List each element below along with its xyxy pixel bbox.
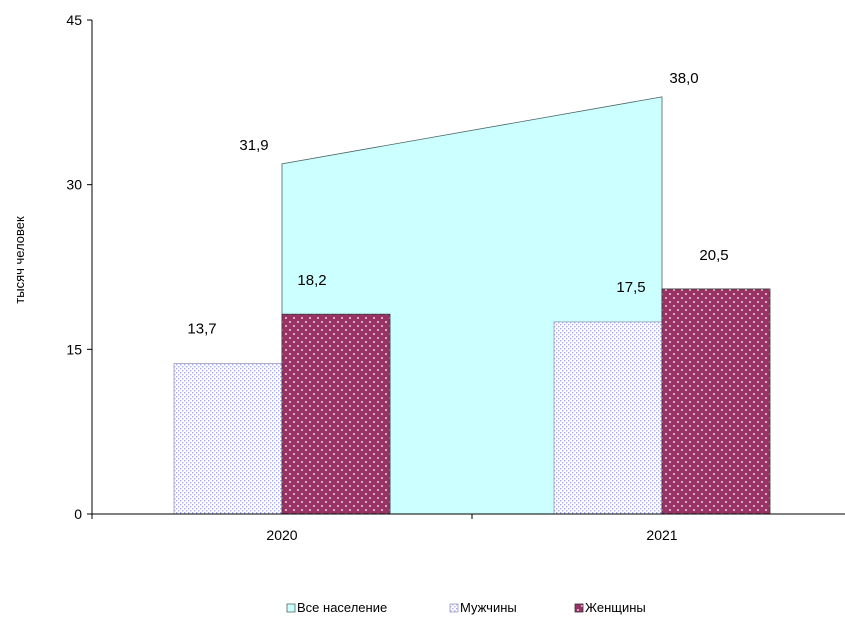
y-tick-label: 15 <box>66 341 82 357</box>
data-label-women: 18,2 <box>297 272 326 289</box>
y-tick-label: 30 <box>66 177 82 193</box>
legend-swatch <box>449 603 459 613</box>
bar-women-2020 <box>281 313 391 515</box>
legend-label: Женщины <box>585 600 646 615</box>
x-tick-label: 2021 <box>646 527 677 543</box>
legend-swatch <box>574 603 584 613</box>
bar-men-2020 <box>173 363 283 515</box>
data-label-men: 17,5 <box>616 279 645 296</box>
y-tick-label: 0 <box>74 506 82 522</box>
y-axis-title: тысяч человек <box>12 216 27 304</box>
data-label-all-population: 31,9 <box>239 137 268 154</box>
bar-men-2021 <box>553 321 663 515</box>
y-tick-label: 45 <box>66 12 82 28</box>
legend-label: Мужчины <box>460 600 517 615</box>
data-label-all-population: 38,0 <box>669 70 698 87</box>
bar-women-2021 <box>661 288 771 515</box>
x-tick-label: 2020 <box>266 527 297 543</box>
data-label-men: 13,7 <box>187 321 216 338</box>
data-label-women: 20,5 <box>699 247 728 264</box>
legend-swatch <box>286 603 296 613</box>
legend-label: Все население <box>297 600 387 615</box>
